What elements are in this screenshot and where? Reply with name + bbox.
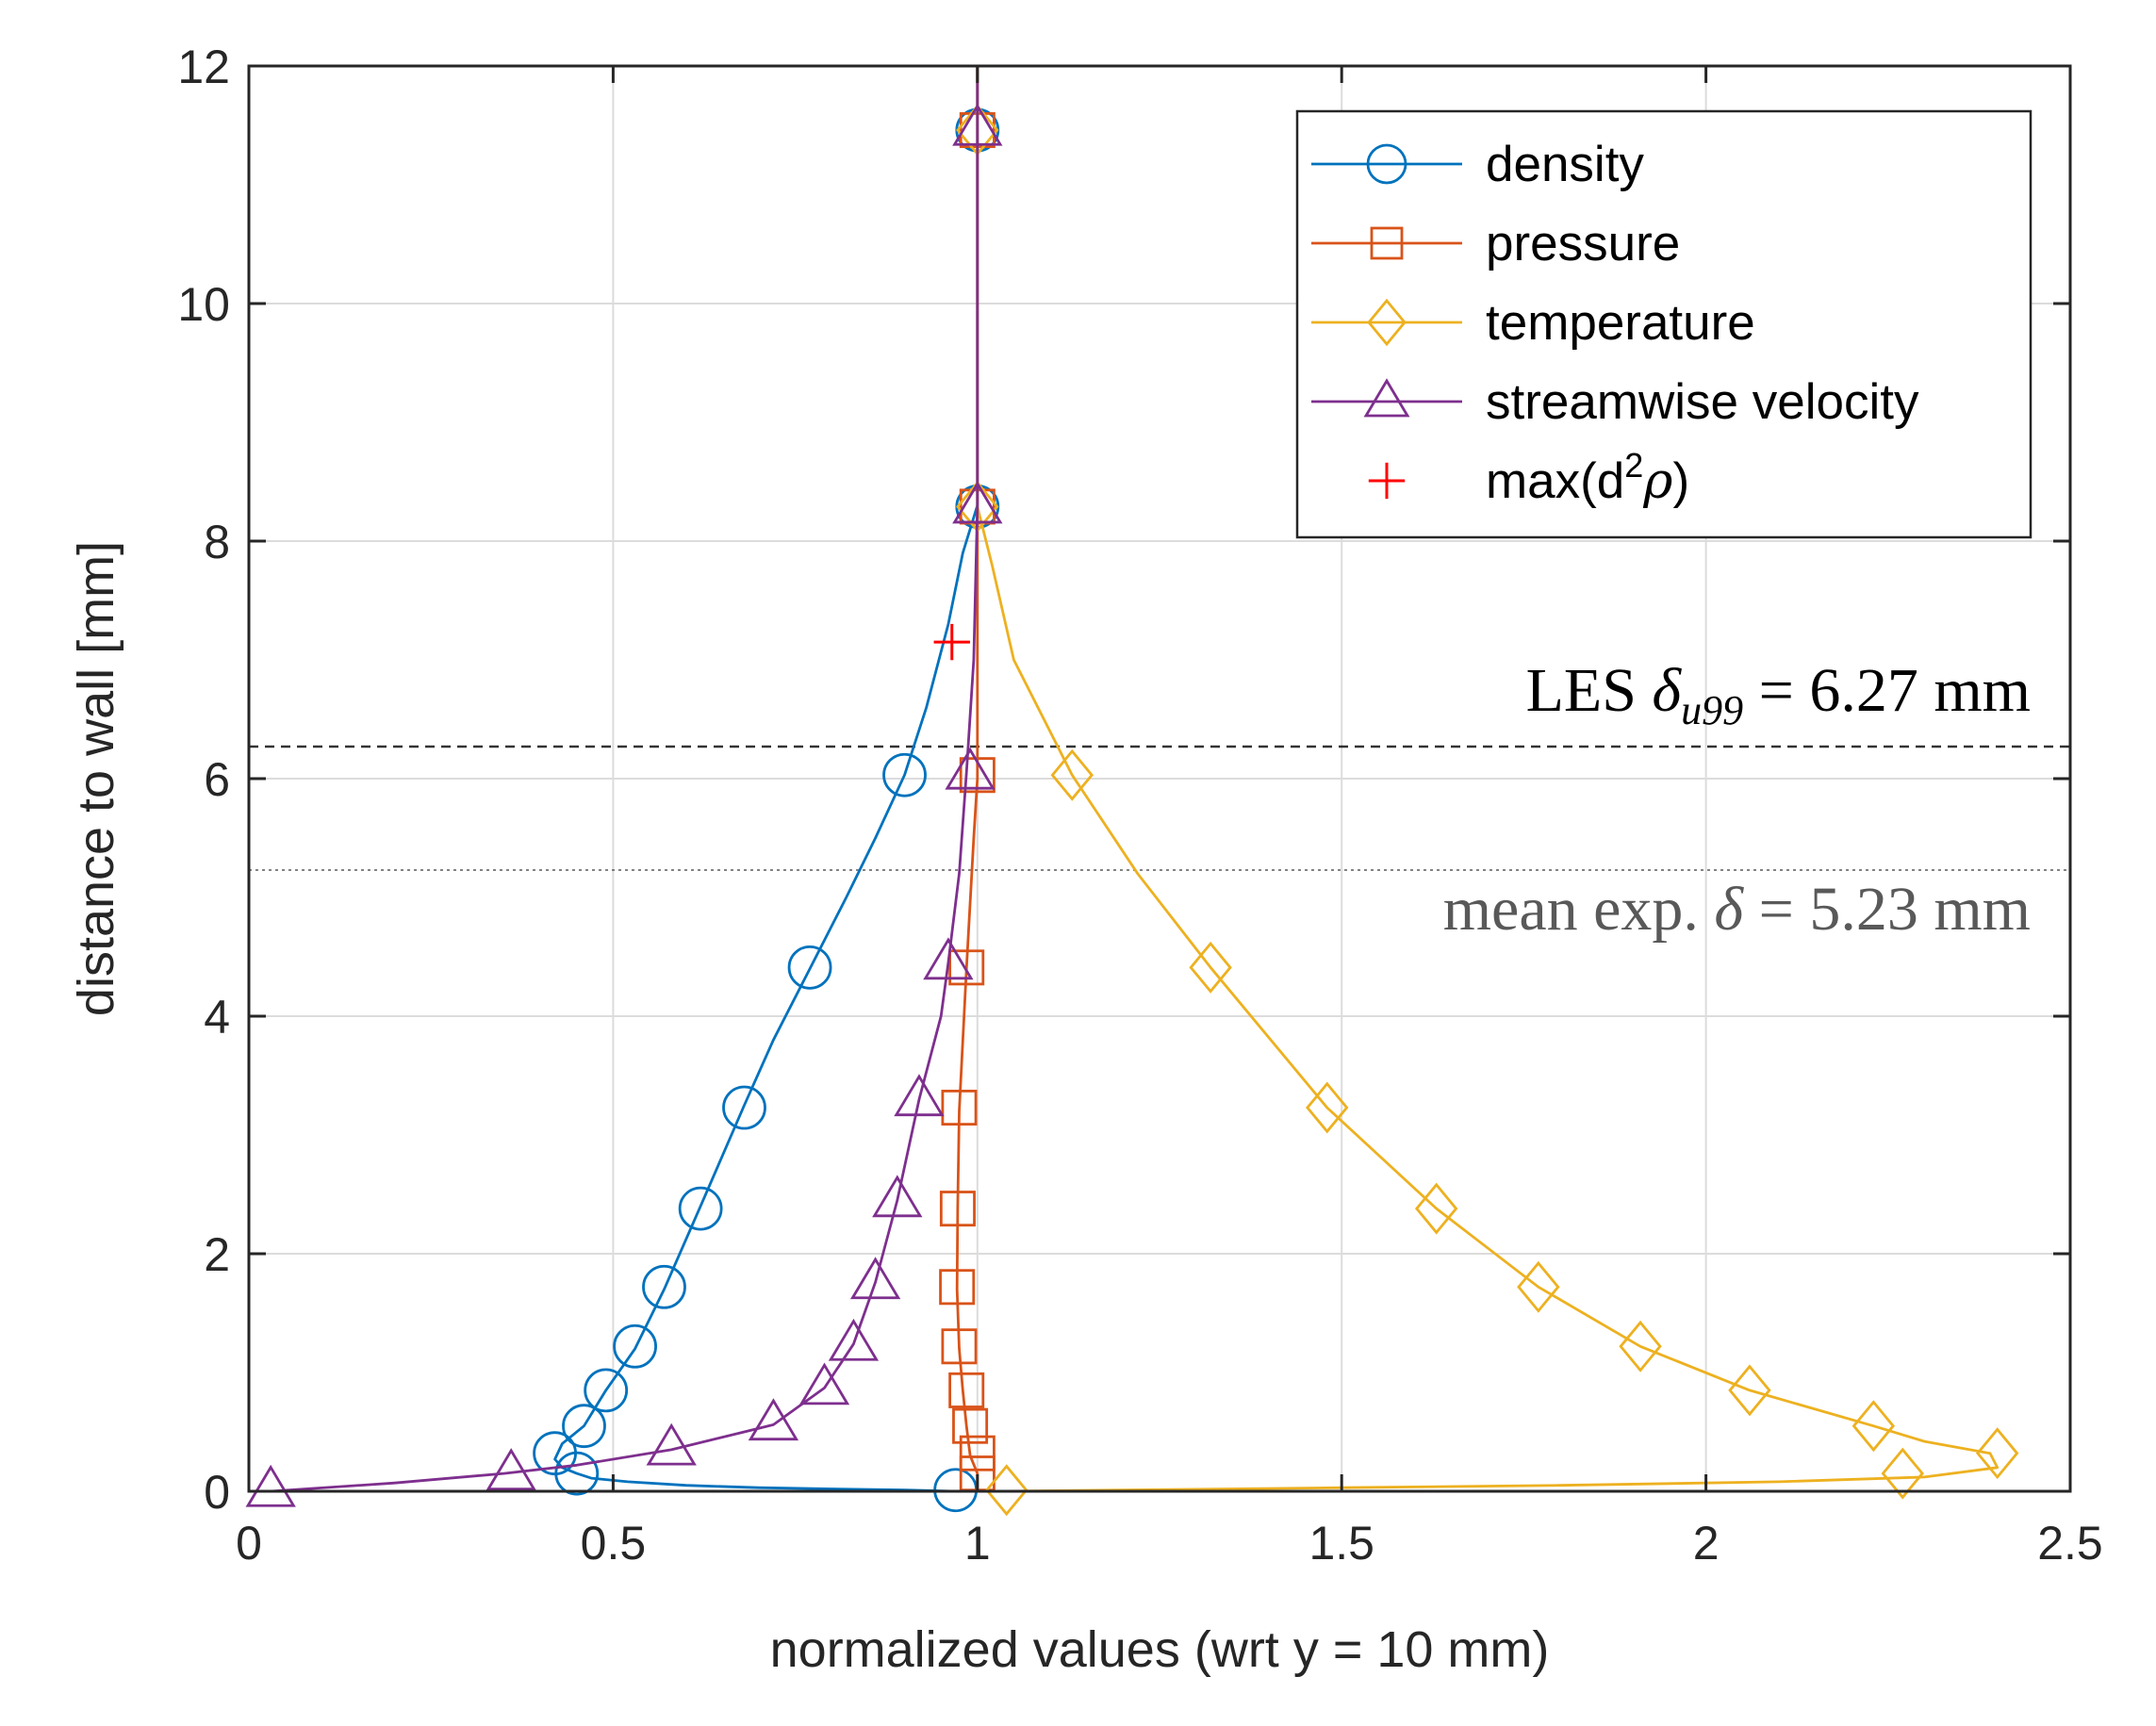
data-point-density xyxy=(882,752,927,797)
data-point-density xyxy=(562,1404,606,1449)
data-point-pressure xyxy=(959,757,996,794)
data-point-pressure xyxy=(959,1435,996,1471)
legend-label-density: density xyxy=(1486,137,1644,192)
series-group xyxy=(245,66,2019,1517)
data-point-density xyxy=(678,1186,723,1231)
data-point-streamwise-velocity xyxy=(798,1362,850,1405)
legend-label-pressure: pressure xyxy=(1486,216,1680,271)
data-point-pressure xyxy=(941,1090,978,1126)
series-streamwise-velocity xyxy=(245,66,1003,1507)
series-line-pressure xyxy=(955,66,979,1491)
y-tick-label: 2 xyxy=(204,1228,230,1281)
legend-label-temperature: temperature xyxy=(1486,295,1755,351)
data-point-temperature xyxy=(1728,1364,1771,1417)
data-point-pressure xyxy=(952,1407,989,1444)
legend-label-streamwise-velocity: streamwise velocity xyxy=(1486,374,1919,430)
data-point-temperature xyxy=(1050,748,1094,801)
data-point-temperature xyxy=(1852,1400,1896,1453)
data-point-temperature xyxy=(1976,1427,2019,1480)
data-point-density xyxy=(787,945,832,990)
x-tick-label: 0 xyxy=(236,1517,262,1570)
series-line-streamwise-velocity xyxy=(271,66,979,1493)
legend-marker-pressure xyxy=(1370,226,1404,260)
data-point-density xyxy=(722,1085,766,1130)
legend-marker-density xyxy=(1366,143,1407,185)
data-point-streamwise-velocity xyxy=(923,937,974,980)
data-point-streamwise-velocity xyxy=(945,747,996,790)
data-point-temperature xyxy=(1881,1447,1924,1500)
data-point-streamwise-velocity xyxy=(486,1448,536,1490)
series-line-density xyxy=(553,66,979,1493)
legend-box xyxy=(1295,109,2033,539)
axis-ticks: 0 0.5 1 1.5 2 2.5 0 2 4 6 8 10 12 xyxy=(177,41,2102,1570)
data-point-pressure xyxy=(941,1328,978,1365)
y-axis-title: distance to wall [mm] xyxy=(68,541,124,1016)
y-tick-label: 6 xyxy=(204,753,230,806)
data-point-temperature xyxy=(1189,941,1232,994)
data-point-streamwise-velocity xyxy=(748,1398,799,1441)
legend-label-max-d: max(d2ρ) xyxy=(1486,446,1689,510)
data-point-temperature xyxy=(1619,1320,1662,1373)
series-max-d xyxy=(933,623,970,661)
x-tick-label: 1 xyxy=(964,1517,991,1570)
data-point-density xyxy=(584,1368,629,1413)
y-tick-label: 8 xyxy=(204,516,230,568)
data-point-streamwise-velocity xyxy=(952,481,1003,524)
legend-marker-temperature xyxy=(1367,298,1407,347)
data-point-temperature xyxy=(984,1464,1029,1517)
data-point-streamwise-velocity xyxy=(849,1257,901,1300)
y-tick-label: 4 xyxy=(204,991,230,1044)
data-point-temperature xyxy=(1414,1182,1458,1235)
data-point-density xyxy=(642,1264,686,1309)
data-point-streamwise-velocity xyxy=(646,1422,697,1466)
y-tick-label: 10 xyxy=(177,278,230,331)
data-point-pressure xyxy=(948,949,985,986)
legend: density pressure temperature streamwise vel… xyxy=(1295,109,2033,539)
legend-marker-max-d xyxy=(1368,462,1406,500)
x-axis-title: normalized values (wrt y = 10 mm) xyxy=(770,1621,1550,1678)
data-point-streamwise-velocity xyxy=(894,1074,945,1117)
data-point-density xyxy=(533,1431,577,1476)
data-point-pressure xyxy=(939,1269,976,1306)
data-point-streamwise-velocity xyxy=(872,1175,923,1218)
x-tick-label: 2.5 xyxy=(2037,1517,2103,1570)
data-point-temperature xyxy=(1306,1081,1349,1134)
data-point-density xyxy=(613,1323,657,1369)
x-tick-label: 1.5 xyxy=(1308,1517,1374,1570)
data-point-temperature xyxy=(1517,1260,1560,1313)
data-point-streamwise-velocity xyxy=(828,1318,880,1361)
x-tick-label: 2 xyxy=(1693,1517,1720,1570)
reference-line-label: mean exp. δ = 5.23 mm xyxy=(1443,875,2031,944)
y-tick-label: 12 xyxy=(177,41,230,93)
y-tick-label: 0 xyxy=(204,1466,230,1519)
data-point-pressure xyxy=(948,1372,985,1408)
reference-lines: LES δu99 = 6.27 mm mean exp. δ = 5.23 mm xyxy=(249,656,2070,944)
reference-line-label: LES δu99 = 6.27 mm xyxy=(1526,656,2031,733)
x-tick-label: 0.5 xyxy=(581,1517,647,1570)
data-point-max-d xyxy=(933,623,970,661)
data-point-pressure xyxy=(939,1191,976,1227)
series-pressure xyxy=(939,66,996,1492)
legend-marker-streamwise-velocity xyxy=(1363,378,1410,418)
data-point-streamwise-velocity xyxy=(245,1464,296,1507)
data-point-streamwise-velocity xyxy=(952,103,1003,146)
